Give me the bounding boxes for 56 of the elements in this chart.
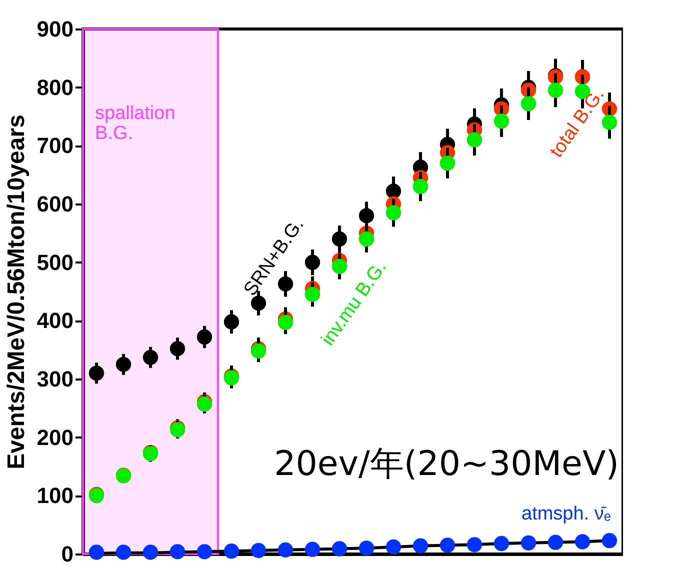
point (278, 542, 294, 558)
point (494, 114, 510, 129)
annotation: spallation B.G. (95, 103, 176, 144)
point (412, 538, 428, 554)
point (412, 178, 428, 194)
y-tick-label: 200 (36, 424, 74, 450)
point (196, 329, 212, 345)
y-tick-label: 800 (36, 74, 74, 100)
y-axis-title: Events/2MeV/0.56Mton/10years (2, 114, 30, 470)
point (440, 538, 456, 553)
point (224, 544, 240, 559)
y-tick-label: 900 (36, 16, 74, 42)
point (574, 534, 590, 550)
point (602, 533, 618, 548)
point (142, 350, 158, 365)
y-tick-label: 500 (36, 250, 74, 275)
series-label: atmsph. ν̄ₑ (522, 504, 611, 524)
y-tick-label: 600 (36, 192, 74, 216)
point (332, 231, 348, 247)
y-tick-label: 700 (36, 133, 74, 158)
point (386, 539, 402, 555)
point (520, 96, 536, 112)
point (386, 205, 402, 220)
y-tick-label: 300 (36, 366, 74, 392)
point (466, 537, 482, 552)
point (602, 114, 618, 130)
point (358, 540, 374, 556)
point (196, 544, 212, 560)
point (88, 366, 104, 381)
point (88, 544, 104, 560)
point (332, 258, 348, 274)
point (358, 208, 374, 224)
point (466, 132, 482, 148)
annotation: 20ev/年(20~30MeV) (274, 444, 619, 484)
point (142, 544, 158, 560)
point (250, 542, 266, 558)
point (304, 254, 320, 270)
point (116, 356, 132, 372)
point (548, 534, 564, 550)
point (332, 541, 348, 556)
point (278, 314, 294, 330)
point (224, 314, 240, 330)
point (170, 544, 186, 560)
y-tick-label: 0 (61, 542, 74, 566)
point (116, 544, 132, 560)
point (170, 341, 186, 356)
point (250, 296, 266, 311)
y-tick-label: 100 (36, 483, 74, 508)
y-tick-label: 400 (36, 308, 74, 334)
point (304, 542, 320, 557)
point (494, 536, 510, 552)
point (548, 82, 564, 98)
point (520, 535, 536, 550)
point (358, 231, 374, 247)
point (440, 156, 456, 171)
point (304, 286, 320, 302)
